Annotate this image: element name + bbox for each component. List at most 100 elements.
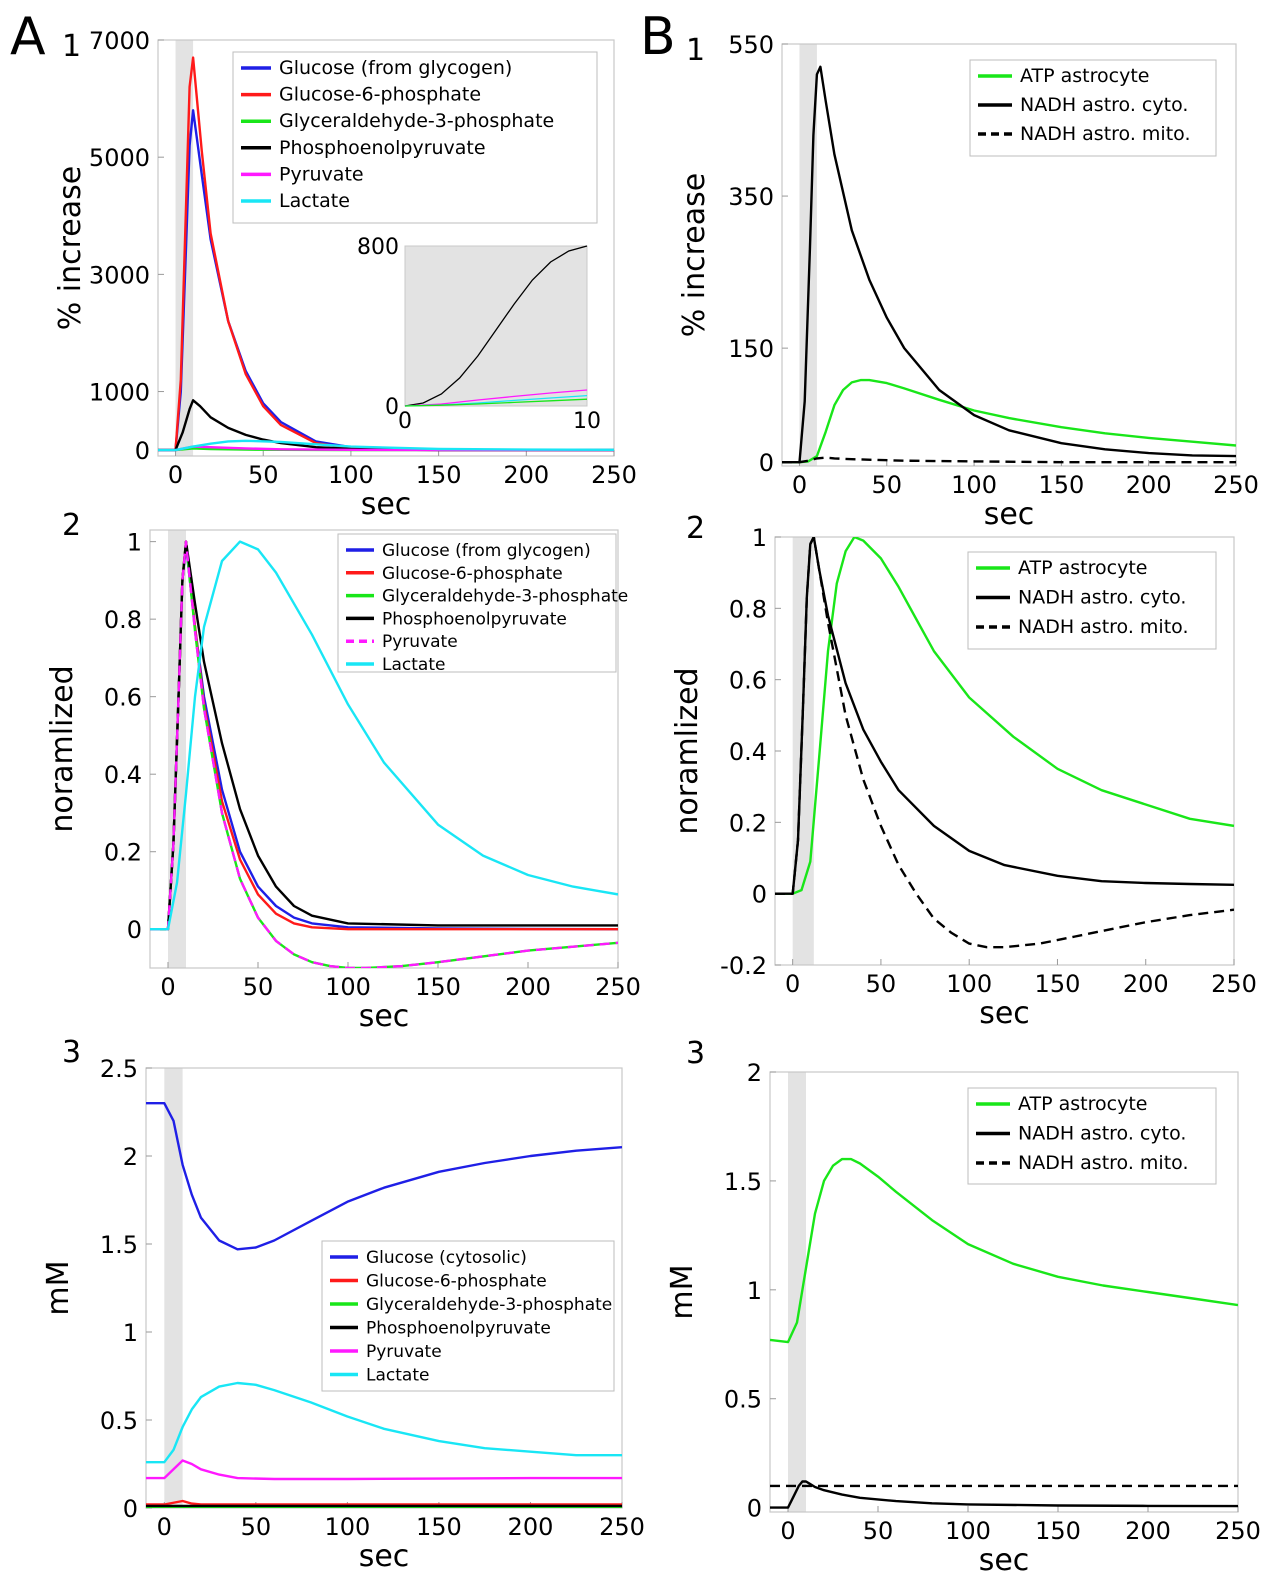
x-tick-label-a1: 250: [591, 461, 637, 489]
x-tick-label-b3: 0: [780, 1517, 795, 1545]
series-line-glucose-6-phosphate: [146, 1499, 622, 1506]
x-tick-label-a2: 100: [325, 973, 371, 1001]
y-tick-label-b3: 1.5: [724, 1168, 762, 1196]
legend-a3: Glucose (cytosolic) Glucose-6-phosphate Gl…: [321, 1240, 615, 1392]
x-tick-label-b2: 50: [866, 970, 897, 998]
inset-x-tick-label: 0: [398, 409, 412, 434]
y-tick-label-b3: 1: [747, 1277, 762, 1305]
x-tick-label-b3: 200: [1125, 1517, 1171, 1545]
subplot-number-b3: 3: [686, 1036, 705, 1071]
axes-frame-a1: [157, 39, 615, 457]
series-line-lactate: [146, 1381, 622, 1464]
y-axis-label-a1: % increase: [53, 166, 88, 331]
y-tick-label-a3: 0: [123, 1495, 138, 1523]
subplot-number-a2: 2: [62, 508, 81, 543]
x-tick-label-b1: 200: [1126, 471, 1172, 499]
panel-label-b: B: [640, 7, 676, 67]
x-tick-label-a3: 150: [416, 1513, 462, 1541]
subplot-number-b2: 2: [686, 511, 705, 546]
y-axis-label-b2: noramlized: [670, 667, 705, 834]
legend-entry: ATP astrocyte: [1018, 557, 1147, 579]
x-tick-label-b1: 100: [951, 471, 997, 499]
x-tick-label-a1: 0: [168, 461, 183, 489]
legend-entry: Pyruvate: [279, 163, 364, 185]
y-tick-label-b2: 0.8: [729, 595, 767, 623]
legend-b1: ATP astrocyte NADH astro. cyto. NADH astro…: [969, 59, 1217, 157]
legend-entry: NADH astro. mito.: [1018, 616, 1189, 638]
y-tick-label-a1: 7000: [89, 27, 150, 55]
y-tick-label-b2: 0: [752, 881, 767, 909]
x-tick-label-a2: 50: [243, 973, 274, 1001]
legend-entry: Pyruvate: [366, 1342, 442, 1362]
y-tick-label-b2: -0.2: [720, 952, 767, 980]
legend-entry: Glyceraldehyde-3-phosphate: [279, 110, 554, 132]
legend-entry: Phosphoenolpyruvate: [366, 1319, 551, 1339]
subplot-number-b1: 1: [686, 33, 705, 68]
y-tick-label-a2: 0.6: [104, 684, 142, 712]
series-line-nadh-astro-mito-: [782, 456, 1236, 464]
x-tick-label-b1: 150: [1038, 471, 1084, 499]
plot-area-b3: [770, 1157, 1238, 1509]
x-axis-label-a1: sec: [361, 487, 412, 522]
y-tick-label-a3: 2.5: [100, 1055, 138, 1083]
x-tick-label-a1: 100: [328, 461, 374, 489]
x-tick-label-b1: 250: [1213, 471, 1259, 499]
legend-entry: ATP astrocyte: [1018, 1093, 1147, 1115]
y-tick-label-b1: 150: [728, 335, 774, 363]
y-axis-label-a2: noramlized: [45, 665, 80, 832]
y-tick-label-b1: 350: [728, 183, 774, 211]
chart-a3: 0 50 100 150 200 250 0 0.5 1 1.5 2 2.5 sec mM Glucose …: [41, 1055, 645, 1574]
y-tick-label-b3: 0: [747, 1495, 762, 1523]
chart-a2: 0 50 100 150 200 250 0 0.2 0.4 0.6 0.8 1 sec noramliz…: [45, 529, 641, 1034]
plot-area-b1: [782, 65, 1236, 464]
legend-entry: NADH astro. mito.: [1020, 123, 1191, 145]
stim-band-b3: [788, 1072, 806, 1512]
x-tick-label-b2: 200: [1123, 970, 1169, 998]
plot-area-a2: [150, 540, 618, 968]
y-tick-label-a1: 3000: [89, 261, 150, 289]
legend-entry: NADH astro. cyto.: [1020, 94, 1188, 116]
series-line-nadh-astro-mito-: [775, 537, 1234, 949]
y-tick-label-a3: 1.5: [100, 1231, 138, 1259]
y-tick-label-b1: 550: [728, 31, 774, 59]
legend-entry: Lactate: [382, 655, 445, 675]
inset-series-line: [404, 398, 588, 407]
series-line-atp-astrocyte: [782, 378, 1236, 464]
legend-entry: Lactate: [366, 1366, 429, 1386]
y-tick-label-a1: 5000: [89, 144, 150, 172]
inset-a1: 0 10 0 800: [357, 235, 601, 434]
inset-y-tick-label: 0: [385, 395, 399, 420]
plot-area-a3: [146, 1102, 622, 1508]
series-line-lactate: [158, 439, 614, 452]
y-axis-label-b1: % increase: [677, 173, 712, 338]
legend-entry: Phosphoenolpyruvate: [279, 137, 486, 159]
legend-entry: Glyceraldehyde-3-phosphate: [382, 587, 628, 607]
legend-box-a2: [337, 533, 617, 673]
y-tick-label-a2: 0: [127, 916, 142, 944]
x-tick-label-a3: 100: [324, 1513, 370, 1541]
series-line-glucose-cytosolic-: [146, 1102, 622, 1251]
series-line-lactate: [150, 540, 618, 931]
y-tick-label-a1: 0: [135, 437, 150, 465]
axes-frame-b3: [769, 1071, 1239, 1513]
x-tick-label-b3: 100: [945, 1517, 991, 1545]
legend-entry: Glucose (from glycogen): [279, 57, 512, 79]
y-tick-label-a2: 0.8: [104, 606, 142, 634]
x-tick-label-a3: 200: [508, 1513, 554, 1541]
x-tick-label-a1: 50: [248, 461, 279, 489]
x-tick-label-b2: 250: [1211, 970, 1257, 998]
y-tick-label-b1: 0: [759, 449, 774, 477]
legend-entry: ATP astrocyte: [1020, 65, 1149, 87]
legend-entry: Glucose (cytosolic): [366, 1248, 527, 1268]
legend-a2: Glucose (from glycogen) Glucose-6-phospha…: [337, 533, 628, 675]
subplot-number-a3: 3: [62, 1035, 81, 1070]
y-tick-label-b2: 0.6: [729, 667, 767, 695]
y-tick-label-a2: 0.2: [104, 839, 142, 867]
y-tick-label-a2: 0.4: [104, 761, 142, 789]
legend-entry: Glucose (from glycogen): [382, 541, 591, 561]
x-tick-label-b3: 150: [1035, 1517, 1081, 1545]
x-tick-label-a2: 0: [160, 973, 175, 1001]
x-tick-label-a2: 150: [415, 973, 461, 1001]
legend-box-b3: [967, 1087, 1217, 1185]
